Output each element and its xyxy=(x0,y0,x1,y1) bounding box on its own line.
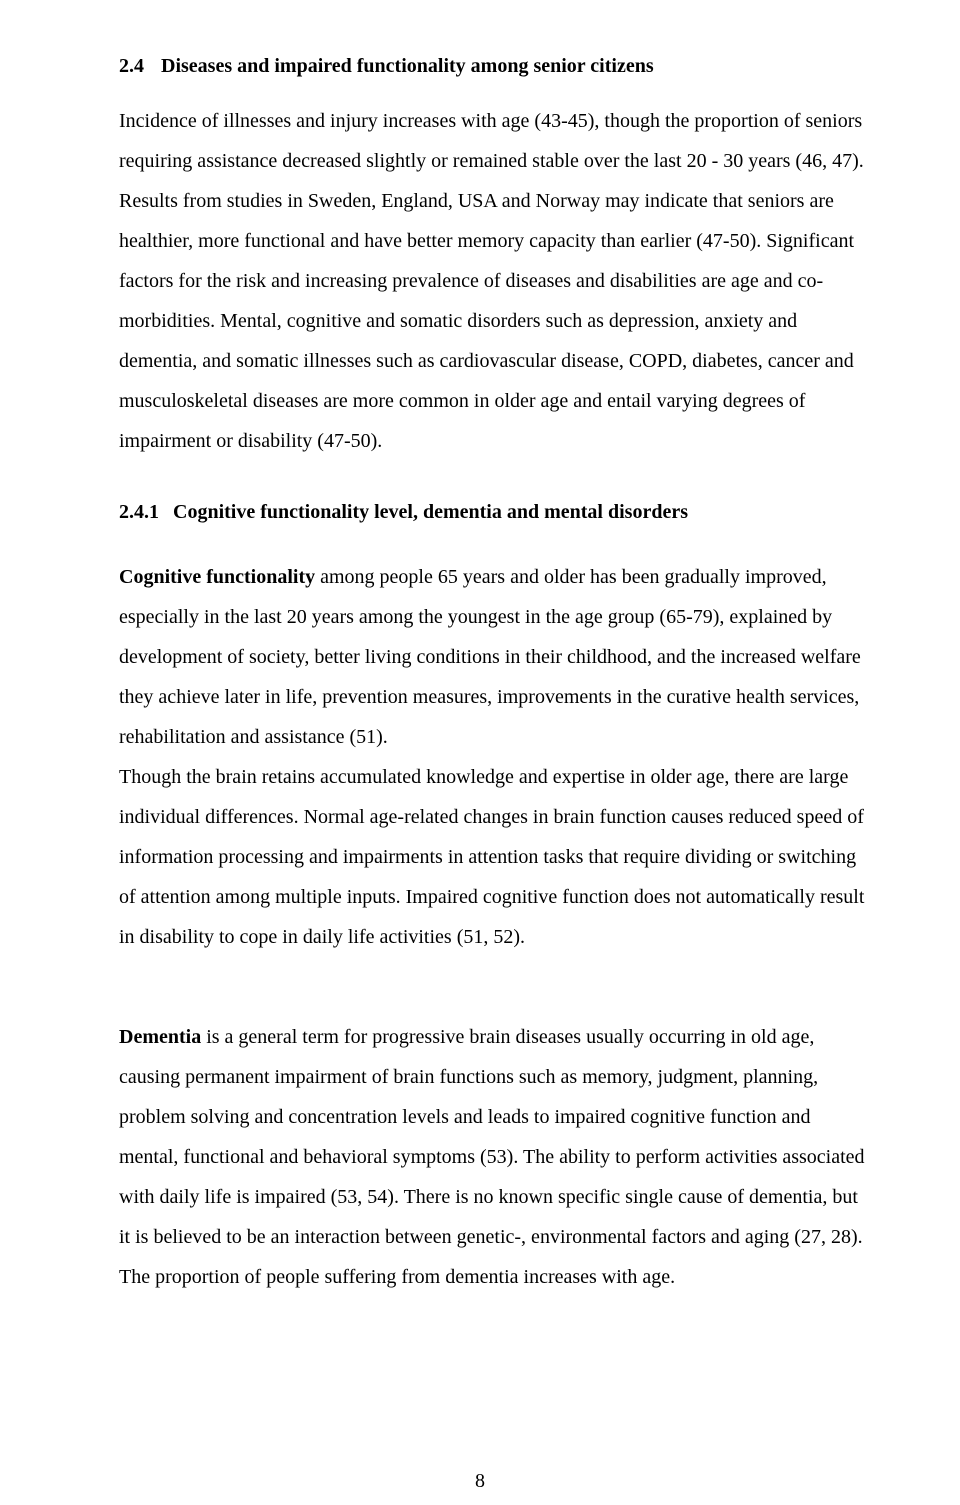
paragraph-4-rest: is a general term for progressive brain … xyxy=(119,1026,865,1288)
document-page: 2.4Diseases and impaired functionality a… xyxy=(0,0,960,1505)
paragraph-1: Incidence of illnesses and injury increa… xyxy=(119,101,867,461)
paragraph-4: Dementia is a general term for progressi… xyxy=(119,1017,867,1297)
paragraph-4-lead: Dementia xyxy=(119,1026,201,1048)
heading-2-4: 2.4Diseases and impaired functionality a… xyxy=(119,53,867,79)
paragraph-3: Though the brain retains accumulated kno… xyxy=(119,757,867,957)
heading-title: Cognitive functionality level, dementia … xyxy=(173,501,688,523)
paragraph-2-lead: Cognitive functionality xyxy=(119,566,315,588)
heading-number: 2.4.1 xyxy=(119,499,173,525)
heading-number: 2.4 xyxy=(119,53,161,79)
heading-title: Diseases and impaired functionality amon… xyxy=(161,55,654,77)
paragraph-2-rest: among people 65 years and older has been… xyxy=(119,566,861,748)
page-number: 8 xyxy=(0,1470,960,1493)
heading-2-4-1: 2.4.1Cognitive functionality level, deme… xyxy=(119,499,867,525)
paragraph-2: Cognitive functionality among people 65 … xyxy=(119,557,867,757)
